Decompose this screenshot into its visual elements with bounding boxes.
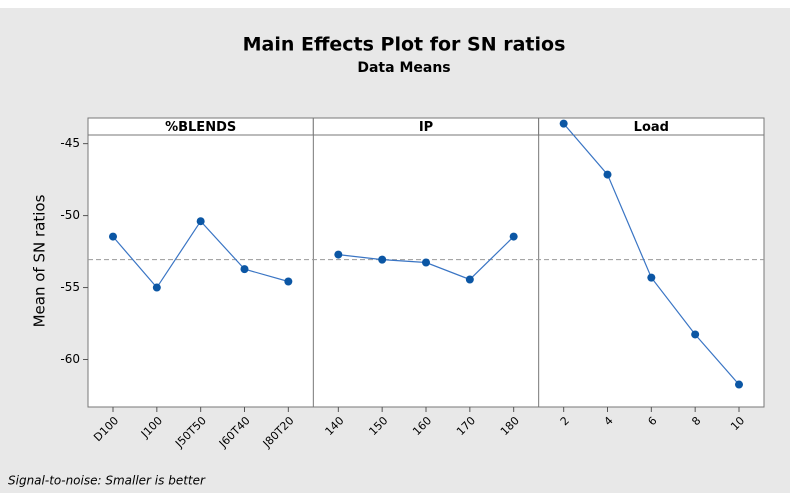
point (735, 380, 743, 389)
point (422, 258, 430, 267)
plot-area (87, 134, 765, 408)
point (465, 275, 474, 284)
y-axis-label: Mean of SN ratios (31, 194, 49, 327)
point (647, 273, 656, 282)
y-tick-label: -45 (60, 136, 80, 150)
point (378, 255, 387, 264)
y-tick-label: -50 (60, 208, 80, 222)
panel-title: Load (634, 120, 669, 135)
panel-header (538, 117, 765, 136)
point (152, 283, 161, 292)
y-tick-label: -55 (60, 280, 80, 294)
point (691, 330, 700, 339)
footnote: Signal-to-noise: Smaller is better (8, 474, 206, 488)
point (240, 265, 249, 274)
point (196, 217, 205, 226)
point (109, 232, 117, 241)
chart-subtitle: Data Means (357, 60, 450, 76)
panel-title: %BLENDS (165, 120, 236, 135)
point (603, 170, 612, 179)
panel-title: IP (419, 120, 433, 135)
point (559, 119, 568, 128)
chart-title: Main Effects Plot for SN ratios (243, 34, 566, 56)
point (509, 232, 518, 241)
y-tick-label: -60 (60, 352, 80, 366)
point (284, 277, 293, 286)
point (334, 250, 343, 259)
